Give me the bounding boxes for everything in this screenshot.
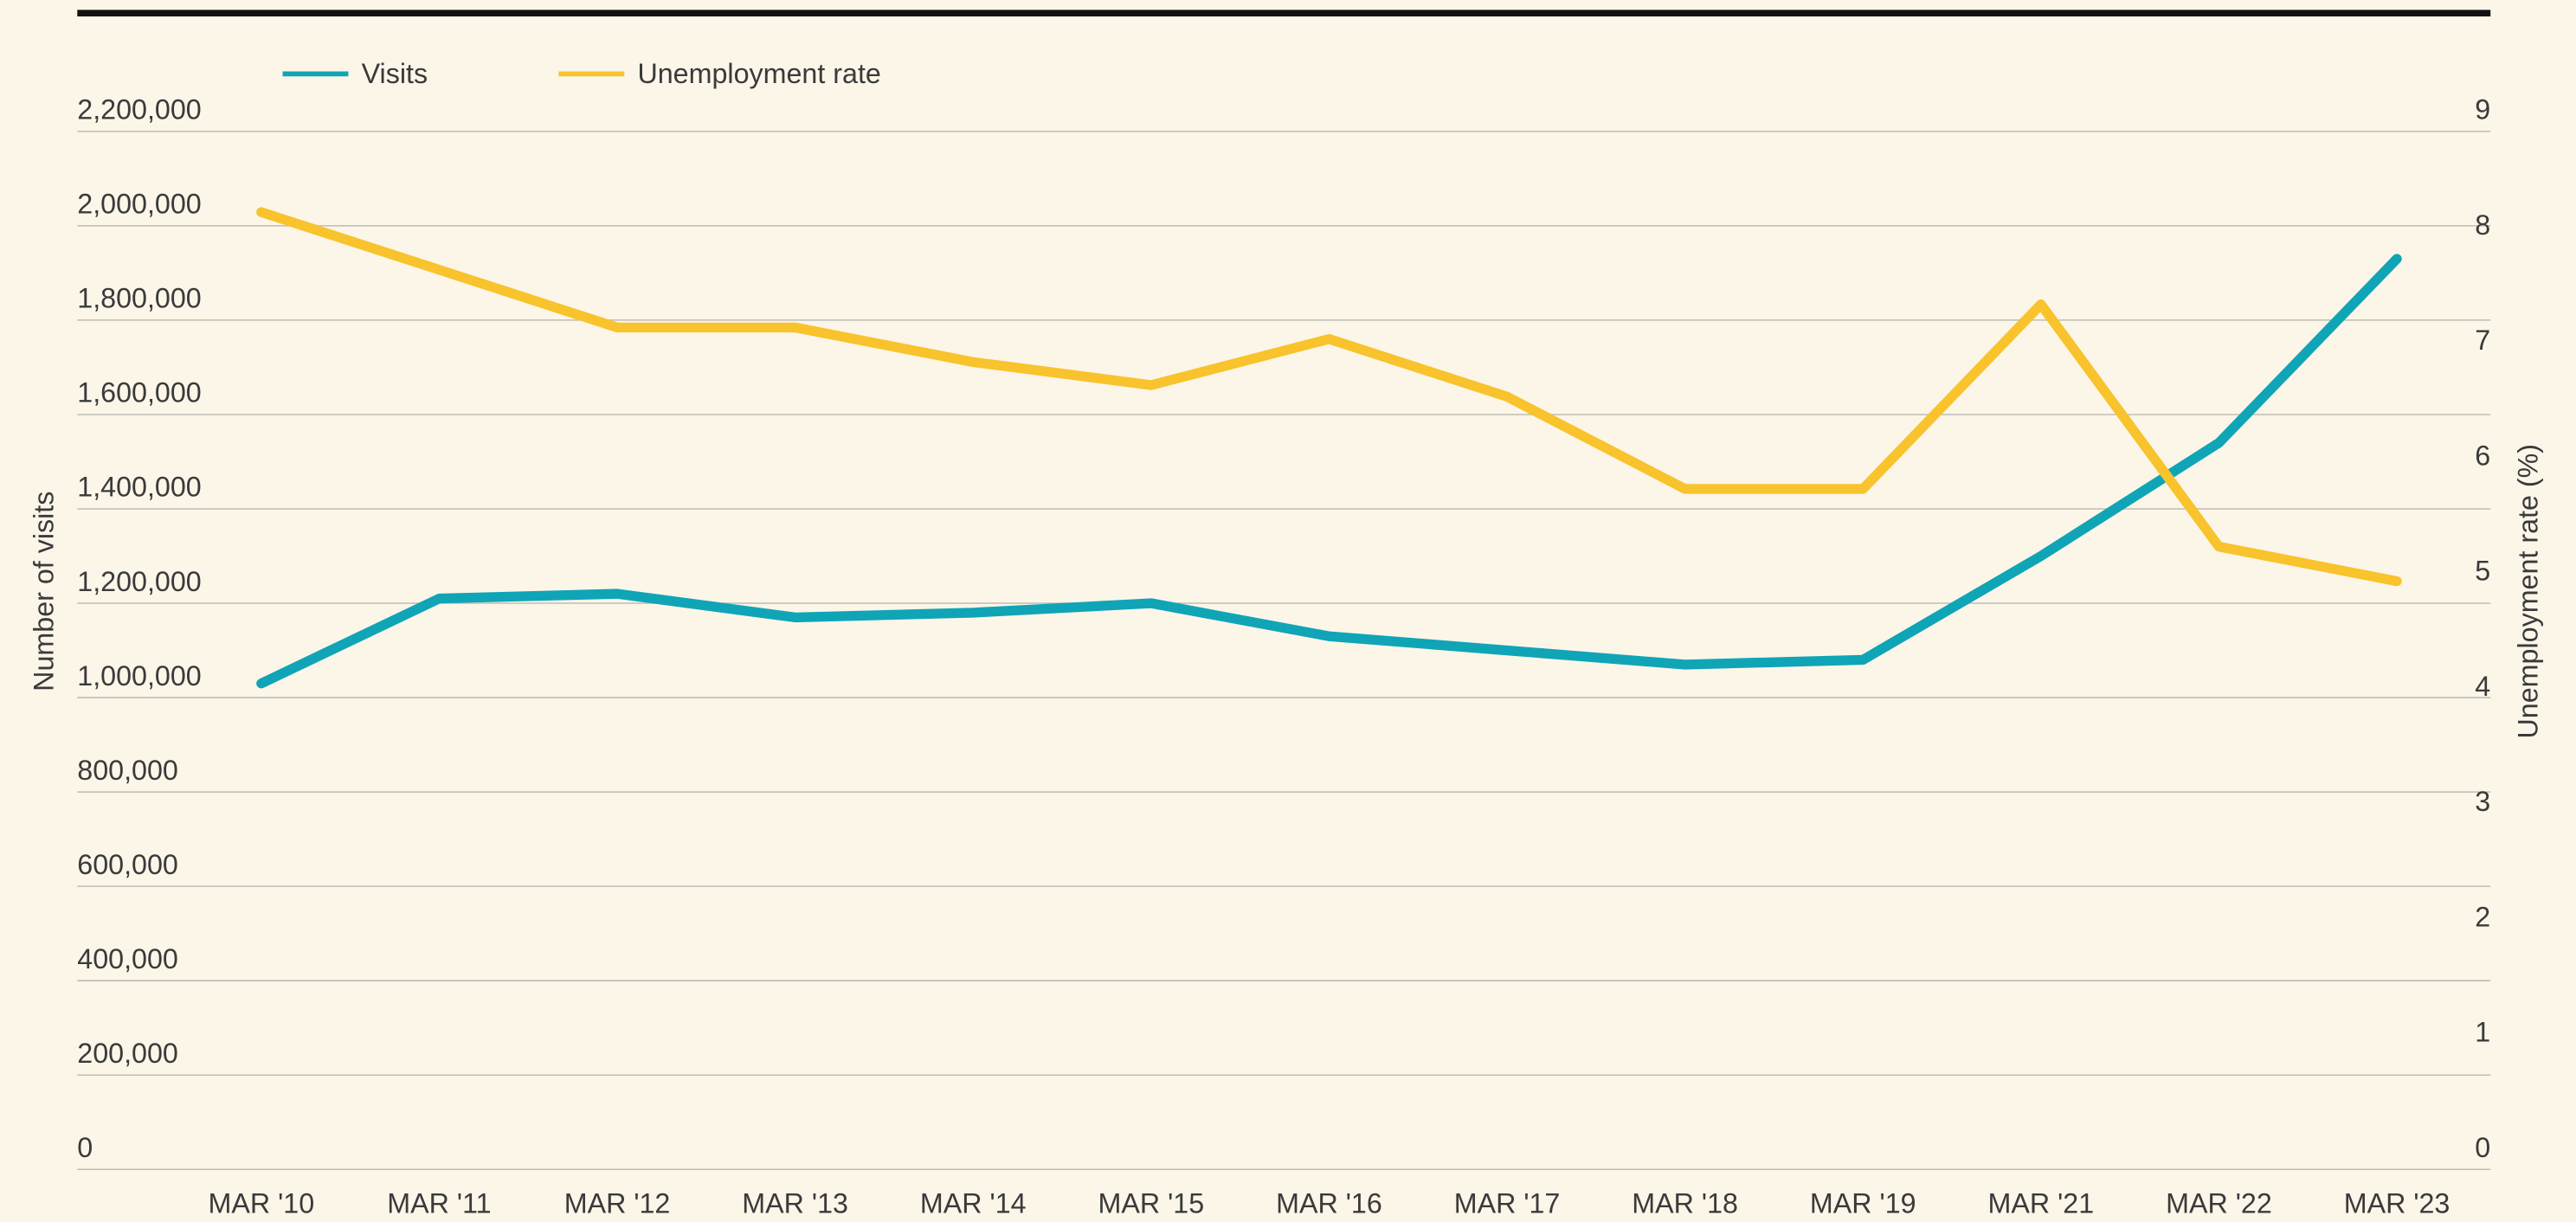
- y2-tick-label: 3: [2475, 786, 2490, 817]
- y2-tick-label: 8: [2475, 209, 2490, 241]
- y2-tick-label: 0: [2475, 1132, 2490, 1163]
- y2-tick-label: 9: [2475, 94, 2490, 125]
- y-tick-label: 0: [77, 1132, 93, 1163]
- x-tick-label: MAR '18: [1632, 1188, 1738, 1219]
- y-tick-label: 1,400,000: [77, 472, 201, 503]
- line-series: [256, 254, 2402, 689]
- y2-axis-title: Unemployment rate (%): [2512, 444, 2543, 739]
- x-tick-label: MAR '19: [1810, 1188, 1916, 1219]
- y-axis-title: Number of visits: [29, 492, 60, 691]
- y2-tick-label: 7: [2475, 325, 2490, 356]
- x-tick-label: MAR '10: [209, 1188, 315, 1219]
- line-series: [256, 207, 2402, 587]
- y2-tick-label: 6: [2475, 440, 2490, 471]
- x-tick-label: MAR '23: [2344, 1188, 2450, 1219]
- x-tick-label: MAR '14: [920, 1188, 1027, 1219]
- y2-tick-label: 2: [2475, 901, 2490, 932]
- y-tick-label: 1,800,000: [77, 283, 201, 314]
- legend-label: Unemployment rate: [637, 58, 880, 89]
- legend-label: Visits: [362, 58, 428, 89]
- y-tick-label: 2,000,000: [77, 189, 201, 220]
- y-tick-label: 1,200,000: [77, 566, 201, 597]
- y-tick-label: 600,000: [77, 849, 178, 880]
- y-tick-label: 1,000,000: [77, 660, 201, 691]
- y2-tick-label: 1: [2475, 1017, 2490, 1048]
- x-tick-label: MAR '15: [1098, 1188, 1205, 1219]
- top-rule: [77, 10, 2491, 16]
- y2-tick-label: 5: [2475, 556, 2490, 587]
- y-tick-label: 2,200,000: [77, 94, 201, 125]
- x-tick-label: MAR '22: [2166, 1188, 2272, 1219]
- x-tick-label: MAR '11: [387, 1188, 491, 1219]
- x-tick-label: MAR '13: [742, 1188, 848, 1219]
- y2-tick-label: 4: [2475, 671, 2490, 702]
- x-tick-label: MAR '17: [1454, 1188, 1561, 1219]
- x-tick-label: MAR '21: [1988, 1188, 2095, 1219]
- x-tick-label: MAR '12: [564, 1188, 671, 1219]
- x-tick-label: MAR '16: [1276, 1188, 1382, 1219]
- y-tick-label: 400,000: [77, 943, 178, 974]
- y-tick-label: 200,000: [77, 1038, 178, 1069]
- y-tick-label: 800,000: [77, 755, 178, 786]
- y-tick-label: 1,600,000: [77, 377, 201, 408]
